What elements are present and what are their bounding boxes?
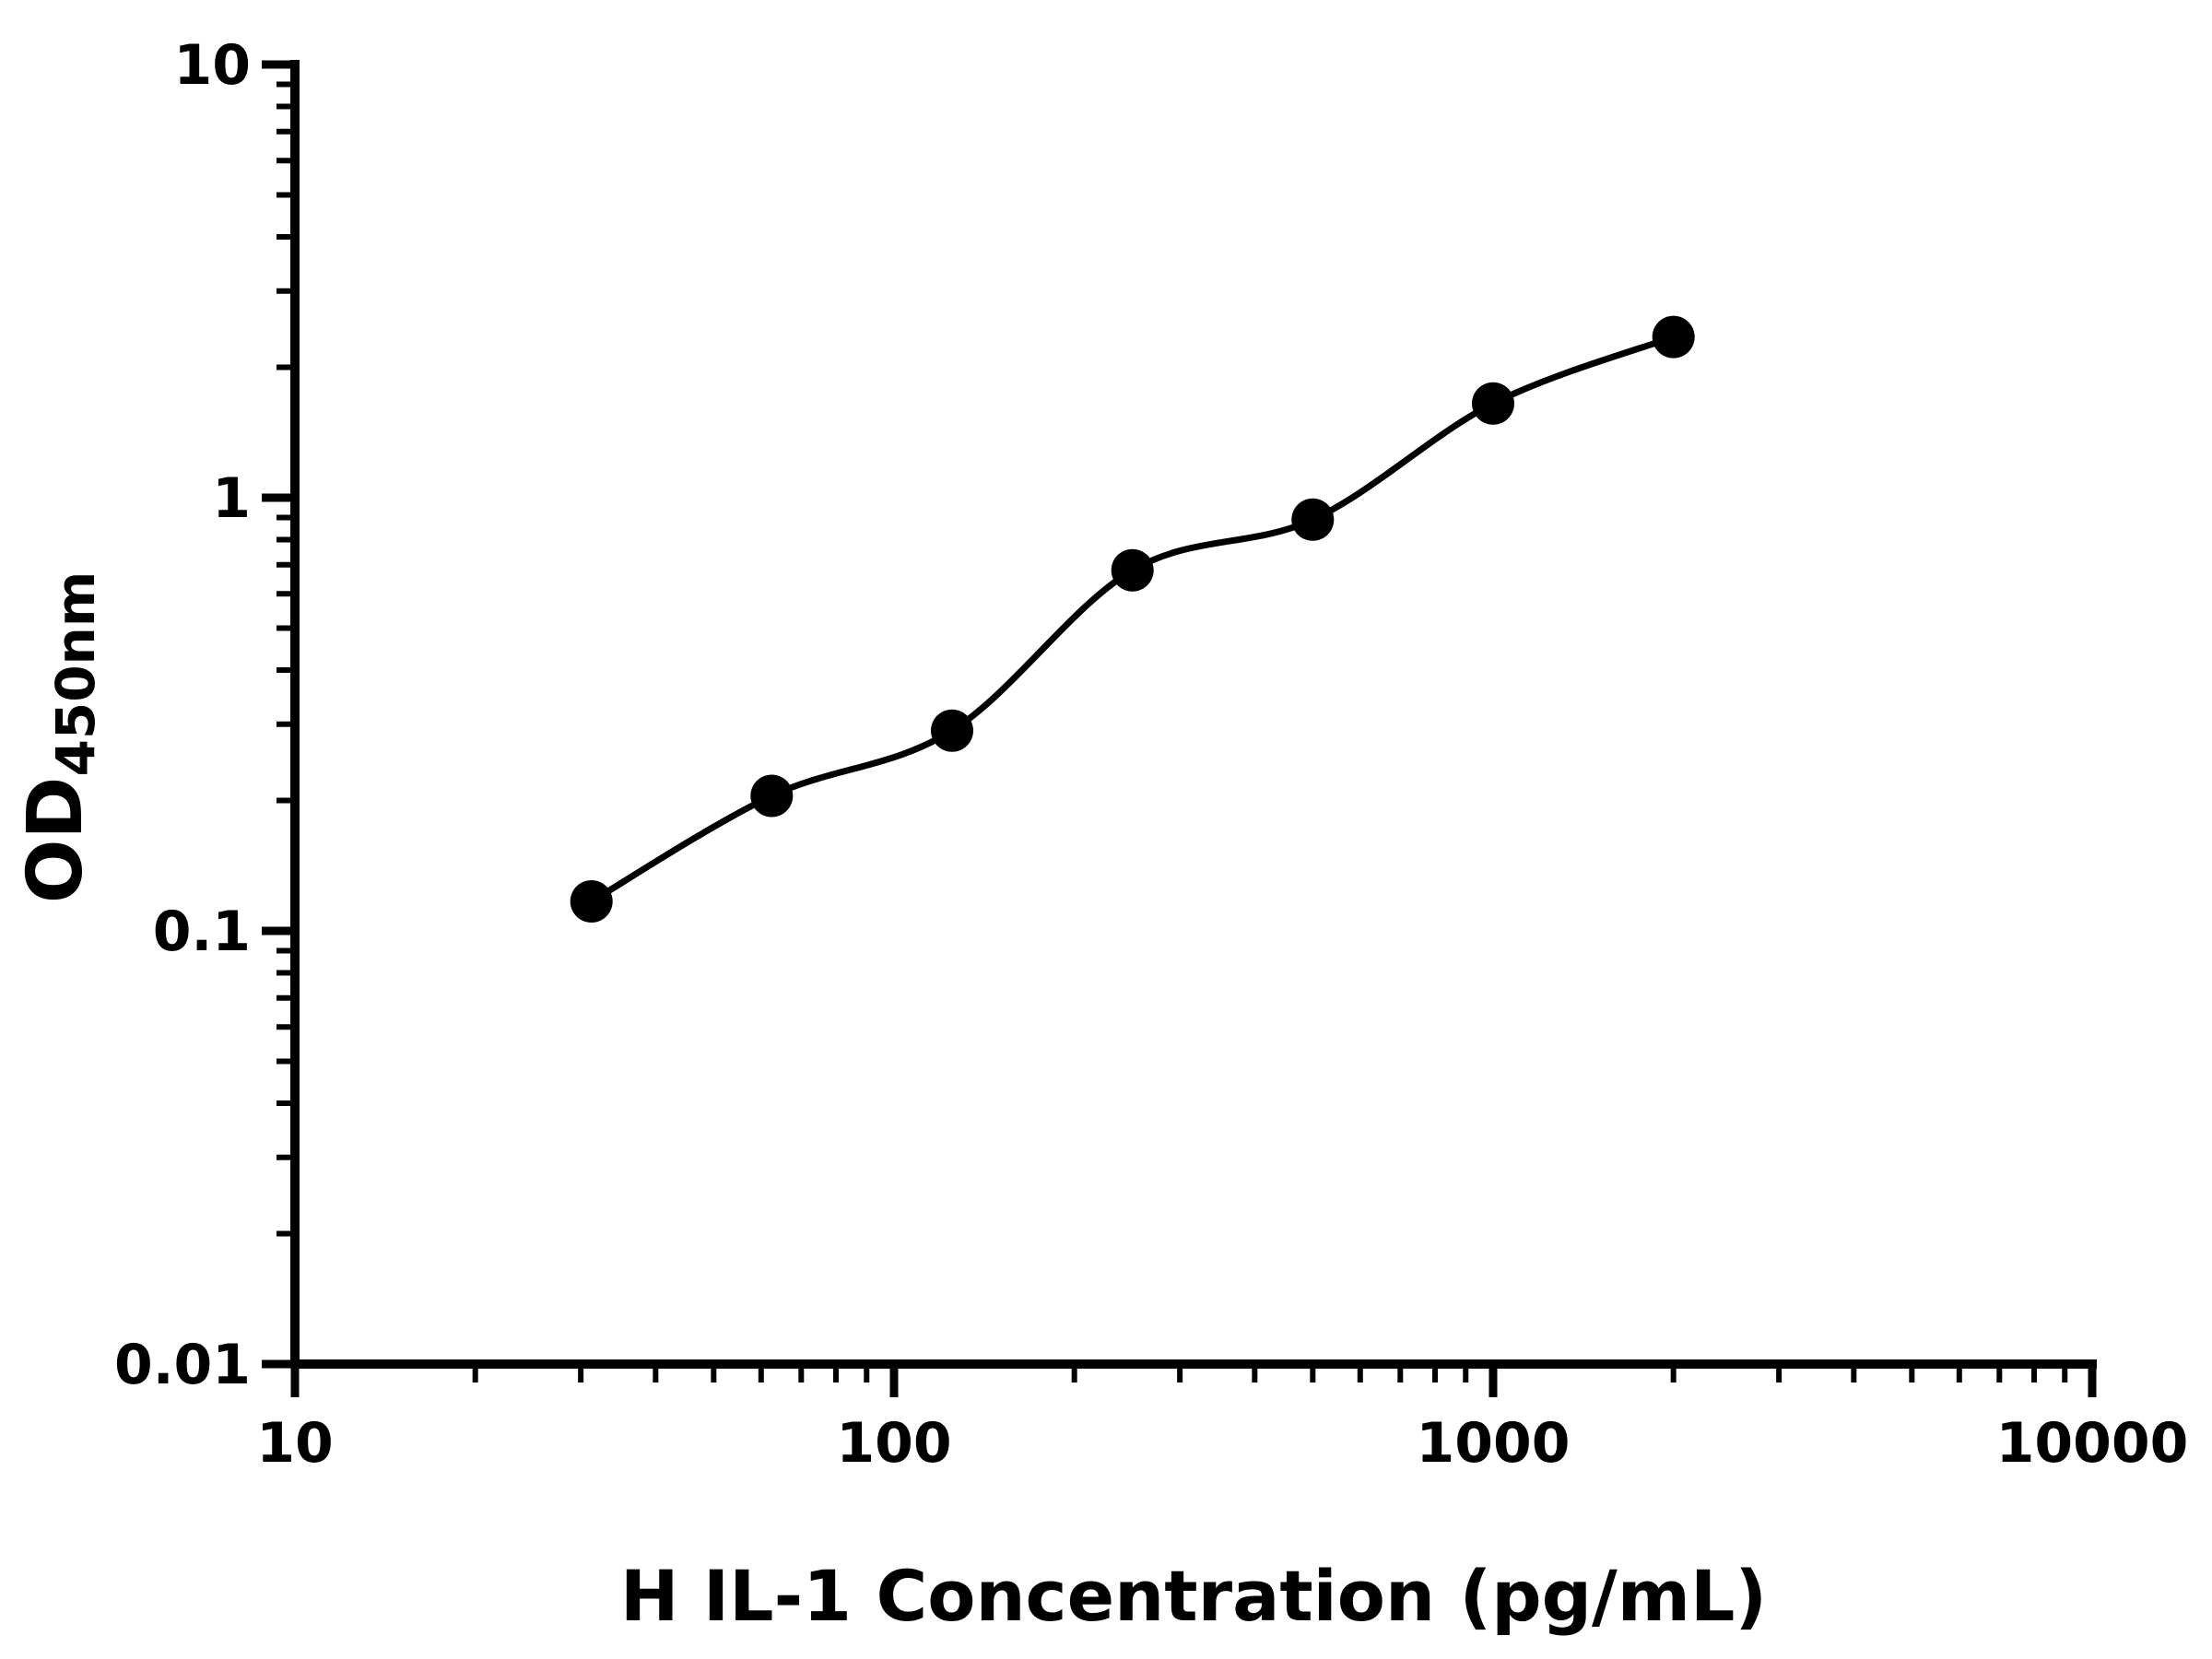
data-point xyxy=(1472,382,1514,425)
data-point xyxy=(1652,315,1695,359)
x-tick-label: 1000 xyxy=(1417,1411,1571,1476)
x-tick-label: 10000 xyxy=(1996,1411,2189,1476)
data-point xyxy=(1111,548,1154,592)
data-point xyxy=(931,709,973,752)
x-tick-label: 10 xyxy=(256,1411,334,1476)
data-point xyxy=(570,880,613,923)
y-axis-title-sub: 450nm xyxy=(44,571,107,777)
x-axis-title: H IL-1 Concentration (pg/mL) xyxy=(620,1555,1767,1637)
y-axis-title: OD450nm xyxy=(12,571,107,904)
y-tick-label: 0.01 xyxy=(114,1333,251,1397)
y-axis-title-main: OD xyxy=(12,777,100,904)
y-tick-label: 0.1 xyxy=(153,900,251,964)
data-point xyxy=(1291,498,1335,541)
y-tick-label: 10 xyxy=(174,33,252,98)
plot-area: 10 100 1000 10000 10 1 0.1 0.01 xyxy=(114,33,2188,1476)
y-tick-label: 1 xyxy=(212,466,251,531)
data-point xyxy=(750,774,794,818)
fit-curve xyxy=(588,334,1677,905)
x-tick-label: 100 xyxy=(836,1411,951,1476)
